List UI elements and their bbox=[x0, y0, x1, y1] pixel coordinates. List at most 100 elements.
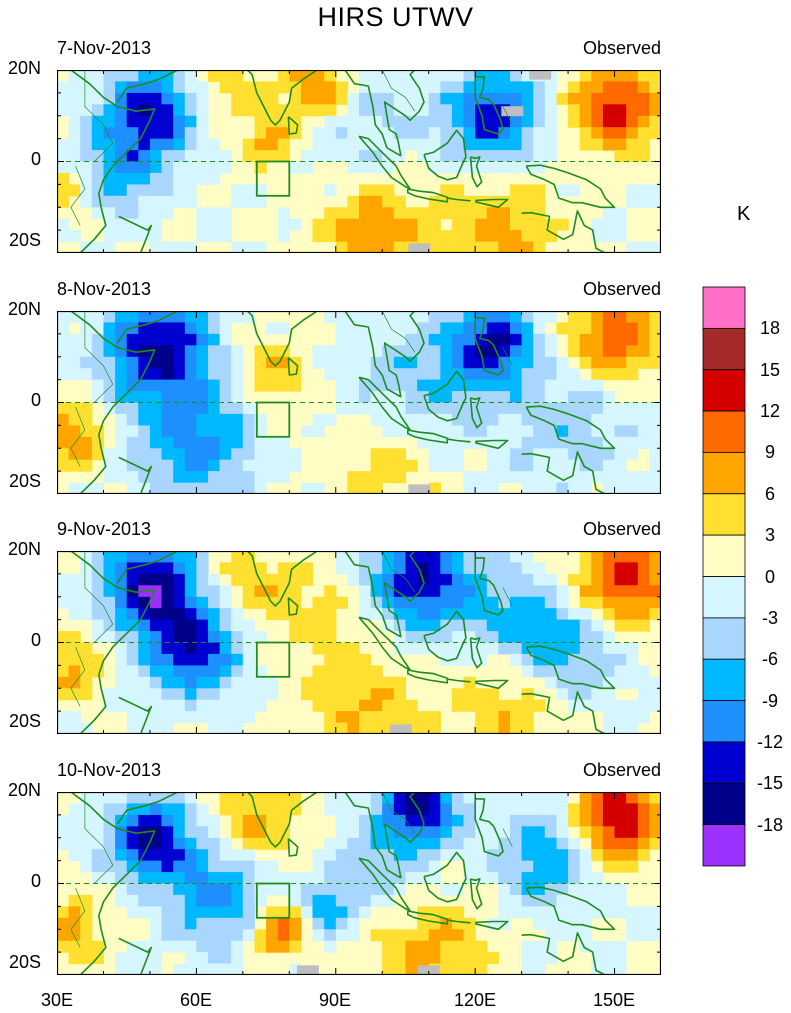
field-cell bbox=[312, 608, 325, 621]
field-cell bbox=[173, 849, 186, 862]
field-cell bbox=[626, 906, 639, 919]
field-cell bbox=[138, 792, 151, 804]
field-cell bbox=[626, 184, 639, 197]
field-cell bbox=[103, 619, 116, 632]
field-cell bbox=[80, 184, 93, 197]
field-cell bbox=[393, 837, 406, 850]
field-cell bbox=[335, 894, 348, 907]
field-cell bbox=[103, 448, 116, 461]
field-cell bbox=[626, 837, 639, 850]
field-cell bbox=[521, 826, 534, 839]
field-cell bbox=[208, 711, 221, 724]
field-cell bbox=[208, 952, 221, 965]
field-cell bbox=[637, 184, 650, 197]
longitude-axis: 30E 60E 90E 120E 150E bbox=[0, 990, 700, 1012]
field-cell bbox=[324, 894, 337, 907]
field-cell bbox=[510, 402, 523, 415]
field-cell bbox=[475, 596, 488, 609]
field-cell bbox=[428, 413, 441, 426]
field-cell bbox=[486, 585, 499, 598]
field-cell bbox=[382, 413, 395, 426]
field-cell bbox=[231, 425, 244, 438]
field-cell bbox=[498, 699, 511, 712]
field-cell bbox=[440, 596, 453, 609]
field-cell bbox=[149, 814, 163, 827]
field-cell bbox=[533, 379, 546, 392]
field-cell bbox=[219, 803, 232, 816]
field-cell bbox=[312, 906, 325, 919]
field-cell bbox=[173, 883, 186, 896]
field-cell bbox=[103, 379, 116, 392]
field-cell bbox=[568, 482, 581, 494]
field-cell bbox=[544, 860, 557, 873]
field-cell bbox=[91, 482, 104, 494]
field-cell bbox=[440, 92, 453, 105]
field-cell bbox=[463, 81, 476, 94]
field-cell bbox=[393, 929, 406, 942]
field-cell bbox=[614, 425, 627, 438]
field-cell bbox=[510, 699, 523, 712]
field-cell bbox=[347, 676, 360, 689]
field-cell bbox=[312, 883, 325, 896]
field-cell bbox=[68, 906, 81, 919]
field-cell bbox=[161, 929, 174, 942]
field-cell bbox=[324, 207, 337, 220]
field-cell bbox=[196, 860, 209, 873]
field-cell bbox=[184, 391, 197, 404]
field-cell bbox=[219, 883, 232, 896]
field-cell bbox=[254, 676, 267, 689]
field-cell bbox=[254, 837, 267, 850]
coastline bbox=[521, 451, 606, 494]
field-cell bbox=[231, 929, 244, 942]
field-cell bbox=[173, 608, 186, 621]
field-cell bbox=[510, 711, 523, 724]
field-cell bbox=[57, 368, 70, 381]
field-cell bbox=[196, 311, 209, 323]
field-cell bbox=[579, 573, 592, 586]
field-cell bbox=[68, 150, 81, 163]
field-cell bbox=[440, 883, 453, 896]
field-cell bbox=[57, 814, 70, 827]
field-cell bbox=[184, 70, 197, 82]
field-cell bbox=[91, 161, 104, 174]
field-cell bbox=[138, 872, 151, 885]
field-cell bbox=[68, 70, 81, 82]
field-cell bbox=[428, 218, 441, 231]
field-cell bbox=[510, 459, 523, 472]
field-cell bbox=[451, 218, 465, 231]
field-cell bbox=[138, 127, 151, 140]
field-cell bbox=[91, 860, 104, 873]
field-cell bbox=[440, 391, 453, 404]
field-cell bbox=[231, 471, 244, 484]
field-cell bbox=[68, 826, 81, 839]
field-cell bbox=[417, 356, 430, 369]
anomaly-field bbox=[57, 792, 661, 975]
field-cell bbox=[556, 356, 569, 369]
field-cell bbox=[289, 70, 302, 82]
field-cell bbox=[626, 585, 639, 598]
field-cell bbox=[335, 241, 348, 253]
field-cell bbox=[266, 803, 279, 816]
field-cell bbox=[219, 585, 232, 598]
coastline bbox=[423, 851, 467, 903]
field-cell bbox=[184, 402, 197, 415]
field-cell bbox=[208, 230, 221, 243]
field-cell bbox=[451, 459, 465, 472]
field-cell bbox=[347, 860, 360, 873]
lon-tick-label: 60E bbox=[179, 990, 213, 1010]
field-cell bbox=[440, 127, 453, 140]
field-cell bbox=[103, 104, 116, 117]
field-cell bbox=[359, 150, 372, 163]
field-cell bbox=[533, 368, 546, 381]
field-cell bbox=[149, 952, 163, 965]
field-cell bbox=[126, 814, 139, 827]
field-cell bbox=[161, 459, 174, 472]
field-cell bbox=[289, 963, 302, 975]
field-cell bbox=[184, 585, 197, 598]
field-cell bbox=[126, 356, 139, 369]
field-cell bbox=[266, 860, 279, 873]
colorbar-level-label: 9 bbox=[764, 442, 775, 463]
field-cell bbox=[359, 391, 372, 404]
field-cell bbox=[208, 814, 221, 827]
field-cell bbox=[80, 894, 93, 907]
